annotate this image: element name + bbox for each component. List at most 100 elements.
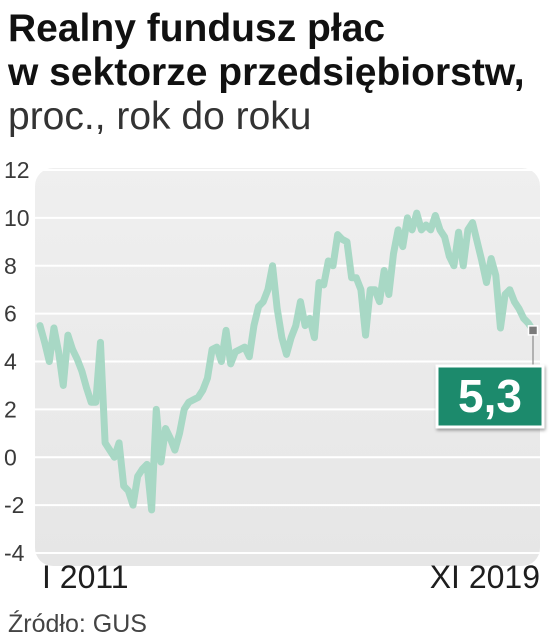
data-point bbox=[334, 231, 341, 238]
data-point bbox=[469, 219, 476, 226]
data-point bbox=[446, 252, 453, 260]
y-tick-label: -2 bbox=[4, 492, 24, 518]
data-point bbox=[380, 267, 388, 274]
data-point bbox=[506, 286, 513, 293]
data-point bbox=[483, 279, 490, 286]
data-point bbox=[213, 343, 220, 351]
data-point bbox=[492, 272, 499, 279]
data-point bbox=[478, 257, 486, 265]
data-point bbox=[283, 351, 290, 358]
data-point bbox=[194, 394, 202, 401]
data-point bbox=[227, 360, 234, 368]
data-point bbox=[297, 298, 304, 305]
y-axis: 12 10 8 6 4 2 0 -2 -4 bbox=[4, 157, 30, 566]
data-point bbox=[241, 343, 248, 351]
data-point bbox=[450, 262, 458, 269]
data-point bbox=[55, 348, 62, 356]
data-point bbox=[97, 339, 104, 346]
last-value-callout-box bbox=[435, 364, 545, 429]
data-point bbox=[83, 384, 90, 392]
data-point bbox=[367, 286, 374, 293]
data-point bbox=[125, 487, 132, 494]
data-point bbox=[162, 425, 169, 432]
data-point bbox=[153, 406, 160, 413]
data-point bbox=[394, 226, 402, 234]
data-point bbox=[167, 434, 174, 442]
last-point-marker bbox=[527, 325, 539, 336]
data-point bbox=[460, 262, 467, 269]
data-point bbox=[218, 358, 225, 365]
data-point bbox=[473, 238, 481, 246]
data-point bbox=[260, 298, 267, 305]
data-point bbox=[264, 286, 272, 293]
data-point bbox=[385, 291, 393, 298]
y-tick-label: 8 bbox=[4, 253, 17, 279]
data-point bbox=[157, 458, 165, 466]
x-tick-label-start: I 2011 bbox=[42, 559, 129, 595]
data-point bbox=[348, 274, 355, 281]
chart-title-line-2: w sektorze przedsiębiorstw, bbox=[7, 51, 525, 94]
source-note: Źródło: GUS bbox=[8, 609, 147, 638]
data-point bbox=[390, 250, 397, 257]
data-point bbox=[464, 226, 472, 234]
x-tick-label-end: XI 2019 bbox=[430, 559, 540, 595]
data-point bbox=[306, 315, 313, 322]
y-tick-label: 2 bbox=[4, 396, 17, 422]
data-point bbox=[274, 305, 281, 313]
data-point bbox=[143, 461, 151, 468]
data-point bbox=[399, 243, 406, 250]
plot-area bbox=[35, 168, 540, 566]
series bbox=[36, 209, 537, 514]
data-point bbox=[64, 331, 72, 339]
data-point bbox=[376, 298, 383, 305]
data-point bbox=[329, 262, 337, 269]
data-point bbox=[455, 229, 462, 236]
y-tick-label: 10 bbox=[4, 205, 30, 231]
data-point bbox=[180, 406, 188, 413]
data-point bbox=[176, 430, 183, 437]
data-point bbox=[69, 346, 76, 353]
data-point bbox=[487, 255, 495, 262]
y-tick-label: 6 bbox=[4, 301, 17, 327]
data-point bbox=[408, 226, 416, 234]
data-point bbox=[87, 398, 95, 406]
data-point bbox=[418, 226, 425, 234]
data-point bbox=[311, 334, 318, 341]
data-point bbox=[515, 305, 523, 313]
data-point bbox=[371, 286, 379, 293]
data-point bbox=[129, 501, 137, 509]
data-point bbox=[115, 439, 123, 447]
data-point bbox=[111, 454, 118, 461]
data-point bbox=[246, 353, 253, 360]
data-point bbox=[92, 398, 100, 406]
data-point bbox=[204, 375, 211, 382]
data-point bbox=[325, 257, 332, 265]
data-point bbox=[501, 291, 509, 298]
data-point bbox=[413, 209, 420, 217]
data-point bbox=[255, 303, 262, 310]
data-point bbox=[278, 334, 286, 341]
chart-title-line-1: Realny fundusz płac bbox=[8, 7, 385, 50]
data-point bbox=[436, 226, 444, 234]
data-point bbox=[74, 355, 81, 363]
data-point bbox=[520, 315, 527, 322]
y-tick-label: 0 bbox=[4, 444, 17, 470]
y-tick-label: 4 bbox=[4, 349, 17, 375]
data-point bbox=[269, 262, 276, 269]
data-point bbox=[362, 331, 369, 339]
data-point bbox=[41, 339, 48, 346]
data-point bbox=[511, 298, 518, 305]
data-point bbox=[422, 221, 430, 229]
data-point bbox=[101, 439, 109, 447]
data-point bbox=[343, 238, 351, 246]
data-point bbox=[432, 212, 439, 219]
data-point bbox=[171, 446, 179, 454]
data-point bbox=[250, 322, 258, 329]
data-point bbox=[441, 233, 448, 241]
data-point bbox=[36, 322, 44, 329]
last-value-label: 5,3 bbox=[458, 370, 522, 422]
data-point bbox=[106, 446, 113, 454]
data-point bbox=[525, 320, 532, 327]
data-point bbox=[78, 367, 86, 375]
